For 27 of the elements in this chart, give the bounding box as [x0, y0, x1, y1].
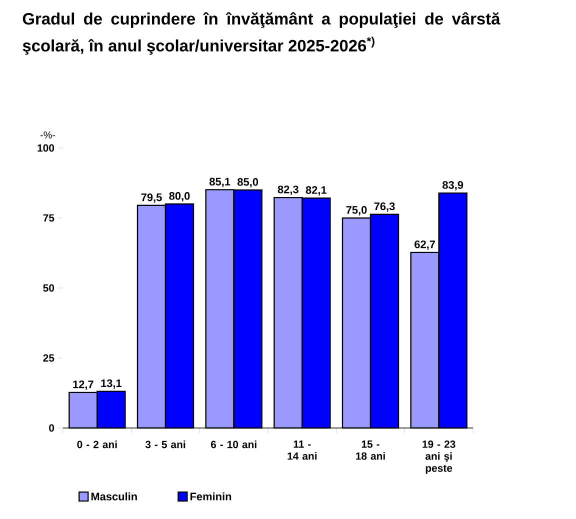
x-tick-label: 11 - 14 ani — [288, 440, 317, 460]
data-label: 12,7 — [73, 380, 94, 390]
x-tick-label: 0 - 2 ani — [77, 440, 117, 448]
data-label: 82,1 — [306, 186, 327, 196]
y-tick-label: 25 — [43, 354, 54, 362]
x-tick-label: 15 - 18 ani — [356, 440, 385, 460]
legend-label: Masculin — [91, 492, 137, 500]
x-tick-label: 6 - 10 ani — [210, 440, 256, 448]
y-tick-label: 100 — [38, 144, 54, 152]
data-label: 75,0 — [346, 206, 367, 216]
chart-title: Gradul de cuprindere în învăţământ a populaţiei de vârstă şcolară, în anul şcolar/universitar 2025-2026$^{*)}$ — [22, 12, 500, 55]
data-label: 13,1 — [101, 379, 122, 389]
data-label: 85,1 — [210, 178, 230, 188]
x-tick-label: 3 - 5 ani — [145, 440, 186, 448]
data-label: 62,7 — [414, 240, 436, 250]
x-tick-label: 19 - 23 ani şi peste — [422, 440, 456, 474]
data-label: 80,0 — [169, 192, 190, 202]
data-label: 76,3 — [374, 202, 395, 212]
data-label: 83,9 — [442, 181, 464, 190]
data-label: 79,5 — [141, 193, 162, 203]
data-label: 85,0 — [238, 178, 258, 188]
legend-label: Feminin — [190, 492, 232, 500]
y-tick-label: 50 — [43, 284, 54, 292]
y-tick-label: 75 — [43, 214, 54, 222]
y-axis-title: -%- — [40, 131, 56, 138]
y-tick-label: 0 — [49, 424, 54, 432]
data-label: 82,3 — [278, 186, 298, 195]
